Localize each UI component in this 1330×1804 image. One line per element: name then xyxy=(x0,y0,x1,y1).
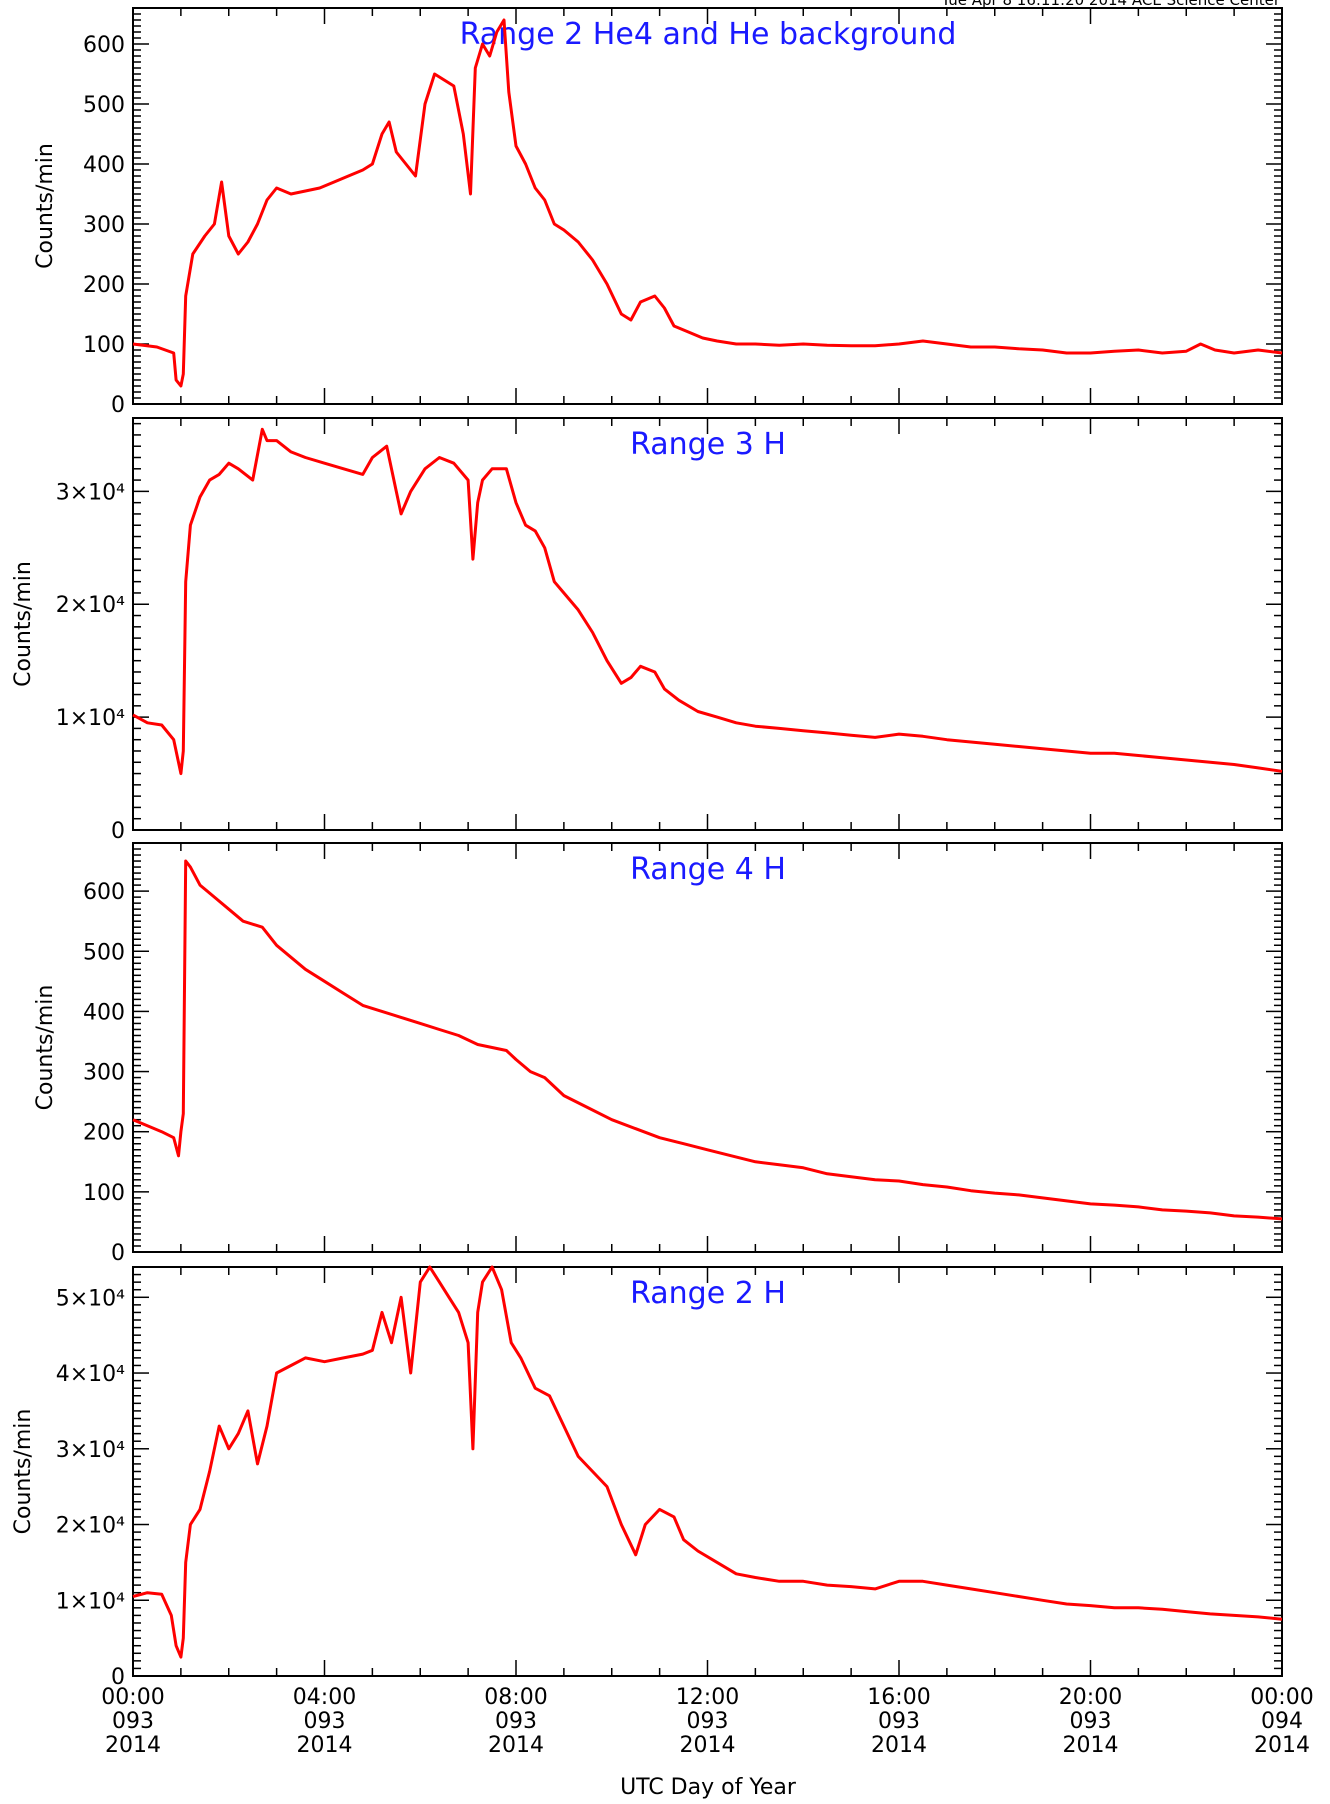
x-tick-label-doy: 093 xyxy=(304,1709,346,1734)
y-tick-label: 1×10⁴ xyxy=(56,706,125,731)
x-tick-label-year: 2014 xyxy=(488,1733,544,1758)
y-tick-label: 0 xyxy=(111,393,125,418)
y-axis-label: Counts/min xyxy=(33,143,58,269)
y-tick-label: 600 xyxy=(83,33,125,58)
x-tick-label-time: 00:00 xyxy=(1250,1685,1313,1710)
panel-title: Range 2 H xyxy=(630,1276,786,1311)
panel-4: 0 1×10⁴ 2×10⁴ 3×10⁴ 4×10⁴ 5×10⁴ Counts/min Rang… xyxy=(11,1265,1283,1690)
x-tick-label-year: 2014 xyxy=(297,1733,353,1758)
panel-title: Range 4 H xyxy=(630,852,786,887)
x-tick-label-doy: 093 xyxy=(878,1709,920,1734)
panel-2: 0 1×10⁴ 2×10⁴ 3×10⁴ Counts/min Range 3 H xyxy=(11,417,1283,844)
y-axis-label: Counts/min xyxy=(33,985,58,1111)
y-axis-label: Counts/min xyxy=(11,561,36,687)
y-tick-label: 300 xyxy=(83,213,125,238)
series-line xyxy=(132,859,1283,1221)
x-tick-label-year: 2014 xyxy=(105,1733,161,1758)
plot-frame xyxy=(132,7,1283,405)
y-tick-label: 3×10⁴ xyxy=(56,480,125,505)
x-tick-label-year: 2014 xyxy=(1254,1733,1310,1758)
series-line xyxy=(132,18,1283,388)
x-tick-label-doy: 093 xyxy=(687,1709,729,1734)
panel-title: Range 3 H xyxy=(630,427,786,462)
x-tick-label-year: 2014 xyxy=(1063,1733,1119,1758)
panel-1: 0 100 200 300 400 500 600 Counts/min Range 2 He4… xyxy=(33,7,1283,418)
series-line xyxy=(132,1265,1283,1659)
y-tick-label: 4×10⁴ xyxy=(56,1362,125,1387)
x-tick-label-year: 2014 xyxy=(871,1733,927,1758)
y-tick-label: 400 xyxy=(83,1000,125,1025)
y-tick-label: 200 xyxy=(83,273,125,298)
y-tick-label: 100 xyxy=(83,333,125,358)
y-tick-label: 0 xyxy=(111,1241,125,1266)
x-tick-label-time: 08:00 xyxy=(484,1685,547,1710)
y-tick-label: 0 xyxy=(111,819,125,844)
plot-frame xyxy=(132,1266,1283,1677)
panel-3: 0 100 200 300 400 500 600 Counts/min Range 4 H xyxy=(33,842,1283,1266)
y-axis-label: Counts/min xyxy=(11,1409,36,1535)
x-axis-label: UTC Day of Year xyxy=(620,1775,797,1800)
y-tick-label: 0 xyxy=(111,1665,125,1690)
x-tick-label-time: 12:00 xyxy=(676,1685,739,1710)
header-timestamp: Tue Apr 8 16:11:20 2014 ACE Science Cent… xyxy=(940,0,1280,9)
y-tick-label: 5×10⁴ xyxy=(56,1286,125,1311)
x-tick-label-doy: 093 xyxy=(112,1709,154,1734)
x-tick-label-year: 2014 xyxy=(680,1733,736,1758)
x-tick-label-doy: 093 xyxy=(1070,1709,1112,1734)
y-tick-label: 1×10⁴ xyxy=(56,1589,125,1614)
x-tick-label-doy: 093 xyxy=(495,1709,537,1734)
y-tick-label: 2×10⁴ xyxy=(56,1514,125,1539)
y-tick-label: 500 xyxy=(83,940,125,965)
x-tick-label-time: 04:00 xyxy=(293,1685,356,1710)
x-tick-label-time: 16:00 xyxy=(867,1685,930,1710)
series-line xyxy=(132,427,1283,776)
x-tick-label-time: 20:00 xyxy=(1059,1685,1122,1710)
y-tick-label: 3×10⁴ xyxy=(56,1438,125,1463)
y-tick-label: 200 xyxy=(83,1121,125,1146)
x-tick-label-time: 00:00 xyxy=(101,1685,164,1710)
y-tick-label: 600 xyxy=(83,880,125,905)
y-tick-label: 100 xyxy=(83,1181,125,1206)
y-tick-label: 2×10⁴ xyxy=(56,593,125,618)
y-tick-label: 400 xyxy=(83,153,125,178)
y-tick-label: 500 xyxy=(83,93,125,118)
x-tick-label-doy: 094 xyxy=(1261,1709,1303,1734)
y-tick-label: 300 xyxy=(83,1061,125,1086)
panel-title: Range 2 He4 and He background xyxy=(460,17,957,52)
plot-frame xyxy=(132,842,1283,1253)
plot-frame xyxy=(132,417,1283,831)
